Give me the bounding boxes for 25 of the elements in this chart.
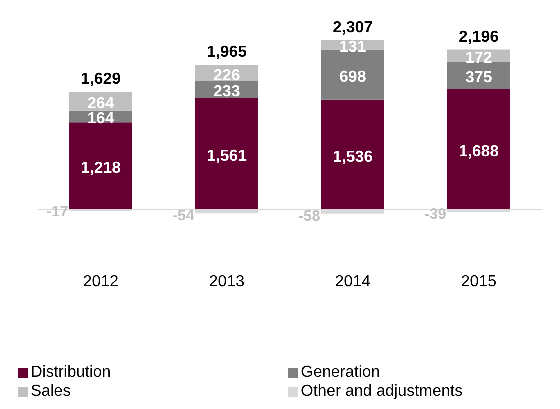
data-label: -17 [46,204,68,221]
data-label: 1,688 [458,143,500,160]
data-label: 1,561 [206,148,248,165]
total-label: 2,307 [332,20,374,37]
total-label: 2,196 [458,28,500,46]
data-label: 1,218 [80,160,122,178]
x-tick-label: 2012 [83,273,119,290]
data-label: -39 [424,206,446,223]
x-tick-label: 2014 [335,273,371,290]
data-label: -54 [172,208,196,225]
x-tick-label: 2015 [461,273,497,290]
data-label: 226 [214,67,240,84]
x-tick-label: 2013 [209,273,245,290]
legend-label: Distribution [31,363,112,382]
total-label: 1,629 [80,70,122,88]
total-label: 1,965 [206,44,248,62]
legend-label: Other and adjustments [301,382,463,401]
data-label: 1,536 [332,148,374,166]
data-label: -58 [298,208,320,225]
data-label: 233 [214,84,240,101]
data-label: 698 [340,68,366,86]
legend-label: Generation [301,363,380,382]
legend-label: Sales [31,382,72,401]
data-label: 375 [466,70,492,87]
data-label: 264 [88,95,114,112]
